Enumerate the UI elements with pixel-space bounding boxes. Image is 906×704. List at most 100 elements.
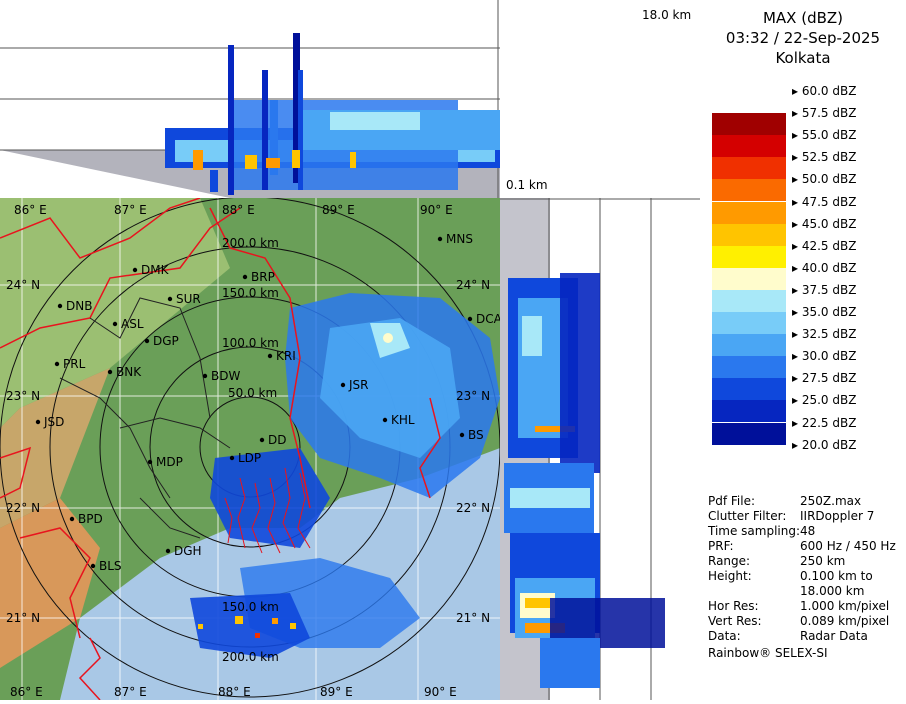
- place-marker-prl: PRL: [54, 357, 86, 371]
- place-label: BDW: [211, 369, 240, 383]
- height-axis-labels: 18.0 km 0.1 km: [500, 0, 700, 198]
- info-key: Clutter Filter:: [708, 509, 787, 523]
- info-key: Hor Res:: [708, 599, 759, 613]
- lat-label-22-right: 22° N: [456, 501, 490, 515]
- place-label: DCA: [476, 312, 500, 326]
- scale-label: ▸ 57.5 dBZ: [792, 106, 857, 121]
- scale-swatch: [712, 91, 786, 114]
- lat-label-24-right: 24° N: [456, 278, 490, 292]
- place-marker-brp: BRP: [242, 270, 275, 284]
- scale-swatch: [712, 356, 786, 379]
- scale-label: ▸ 20.0 dBZ: [792, 437, 857, 452]
- scale-label: ▸ 50.0 dBZ: [792, 172, 857, 187]
- range-label-150-south: 150.0 km: [222, 600, 279, 614]
- scale-label: ▸ 60.0 dBZ: [792, 84, 857, 98]
- info-key: PRF:: [708, 539, 734, 553]
- place-label: DGP: [153, 334, 179, 348]
- place-marker-dmk: DMK: [132, 263, 170, 277]
- range-label-200-south: 200.0 km: [222, 650, 279, 664]
- place-label: DD: [268, 433, 286, 447]
- place-marker-asl: ASL: [112, 317, 144, 331]
- admin-boundaries: [0, 198, 441, 700]
- lon-label-88-bottom: 88° E: [218, 685, 251, 699]
- place-label: DNB: [66, 299, 92, 313]
- info-key: Vert Res:: [708, 614, 762, 628]
- scale-label: ▸ 37.5 dBZ: [792, 282, 857, 297]
- legend-title-product: MAX (dBZ): [762, 9, 844, 27]
- place-marker-bdw: BDW: [202, 369, 240, 383]
- scale-swatch: [712, 245, 786, 268]
- range-label-150-north: 150.0 km: [222, 286, 279, 300]
- info-value: 600 Hz / 450 Hz: [800, 539, 896, 553]
- info-value: 250 km: [800, 554, 846, 568]
- scale-swatch: [712, 223, 786, 246]
- place-marker-bpd: BPD: [69, 512, 103, 526]
- lat-labels: 24° N 23° N 22° N 21° N 24° N 23° N 22° …: [6, 278, 490, 625]
- scale-swatch: [712, 201, 786, 224]
- right-echo-profile: [504, 273, 665, 688]
- scale-label: ▸ 45.0 dBZ: [792, 216, 857, 231]
- place-marker-dd: DD: [259, 433, 286, 447]
- lat-label-21-right: 21° N: [456, 611, 490, 625]
- place-label: LDP: [238, 451, 261, 465]
- legend-title: MAX (dBZ) 03:32 / 22-Sep-2025 Kolkata: [700, 8, 906, 68]
- info-key: Pdf File:: [708, 494, 756, 508]
- scale-swatch: [712, 400, 786, 423]
- legend-title-datetime: 03:32 / 22-Sep-2025: [725, 29, 881, 47]
- info-key: Range:: [708, 554, 751, 568]
- scale-label: ▸ 25.0 dBZ: [792, 393, 857, 408]
- lon-label-86-bottom: 86° E: [10, 685, 43, 699]
- scale-label: ▸ 30.0 dBZ: [792, 349, 857, 364]
- scale-swatch: [712, 378, 786, 401]
- place-label: ASL: [121, 317, 144, 331]
- range-labels: 200.0 km 150.0 km 100.0 km 50.0 km 150.0…: [222, 236, 279, 664]
- place-marker-mdp: MDP: [147, 455, 183, 469]
- place-label: MNS: [446, 232, 473, 246]
- lon-labels: 86° E 87° E 88° E 89° E 90° E 86° E 87° …: [10, 203, 457, 699]
- lon-label-87-bottom: 87° E: [114, 685, 147, 699]
- place-label: JSD: [43, 415, 64, 429]
- scale-label: ▸ 52.5 dBZ: [792, 150, 857, 165]
- place-label: BS: [468, 428, 484, 442]
- scale-swatch: [712, 312, 786, 335]
- place-marker-dca: DCA: [467, 312, 500, 326]
- place-marker-dgp: DGP: [144, 334, 179, 348]
- scale-label: ▸ 55.0 dBZ: [792, 128, 857, 143]
- lon-label-90-top: 90° E: [420, 203, 453, 217]
- district-boundaries: [59, 297, 231, 539]
- range-label-50-north: 50.0 km: [228, 386, 277, 400]
- plateau-terrain: [0, 368, 110, 528]
- place-label: KRI: [276, 349, 296, 363]
- place-label: BLS: [99, 559, 122, 573]
- place-label: PRL: [63, 357, 86, 371]
- info-value: 0.089 km/pixel: [800, 614, 890, 628]
- info-value: Radar Data: [800, 629, 868, 643]
- place-label: MDP: [156, 455, 183, 469]
- place-marker-bs: BS: [459, 428, 484, 442]
- place-label: BPD: [78, 512, 103, 526]
- scale-swatch: [712, 422, 786, 445]
- info-value: 250Z.max: [800, 494, 862, 508]
- radar-echoes: [190, 293, 500, 658]
- scale-swatch: [712, 267, 786, 290]
- lat-label-23-right: 23° N: [456, 389, 490, 403]
- place-label: KHL: [391, 413, 415, 427]
- scale-label: ▸ 47.5 dBZ: [792, 194, 857, 209]
- info-key: Time sampling:: [708, 524, 801, 538]
- bottom-height-label: 0.1 km: [506, 178, 548, 192]
- info-value: 18.000 km: [800, 584, 865, 598]
- lon-label-88-top: 88° E: [222, 203, 255, 217]
- place-label: BNK: [116, 365, 142, 379]
- scale-swatch: [712, 135, 786, 158]
- legend-panel: MAX (dBZ) 03:32 / 22-Sep-2025 Kolkata ▸ …: [700, 0, 906, 700]
- info-value: 1.000 km/pixel: [800, 599, 890, 613]
- place-marker-sur: SUR: [167, 292, 201, 306]
- top-cross-section-panel: [0, 0, 500, 198]
- vendor-footer: Rainbow® SELEX-SI: [708, 646, 828, 660]
- scale-label: ▸ 35.0 dBZ: [792, 305, 857, 319]
- place-marker-bls: BLS: [90, 559, 122, 573]
- place-marker-mns: MNS: [437, 232, 473, 246]
- lon-label-89-top: 89° E: [322, 203, 355, 217]
- info-value: 48: [800, 524, 816, 538]
- place-marker-dgh: DGH: [165, 544, 202, 558]
